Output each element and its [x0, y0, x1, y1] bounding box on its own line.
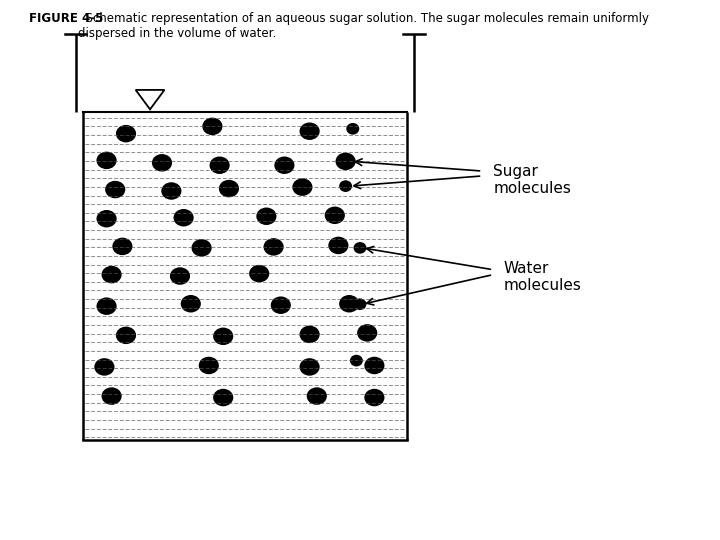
Text: ALWAYS LEARNING: ALWAYS LEARNING: [4, 507, 144, 519]
Ellipse shape: [364, 357, 384, 374]
Ellipse shape: [346, 123, 359, 134]
Text: Copyright © 2015 by Pearson Education, Inc.
All Rights Reserved: Copyright © 2015 by Pearson Education, I…: [418, 497, 599, 516]
Ellipse shape: [102, 266, 122, 284]
Text: Basic Environmental Technology, Sixth Edition
Jerry A. Nathanson | Richard A. Sc: Basic Environmental Technology, Sixth Ed…: [126, 497, 311, 516]
Ellipse shape: [339, 180, 352, 192]
Ellipse shape: [350, 355, 363, 367]
Ellipse shape: [112, 238, 132, 255]
Ellipse shape: [292, 178, 312, 196]
Ellipse shape: [202, 118, 222, 135]
Ellipse shape: [336, 153, 356, 170]
Ellipse shape: [170, 267, 190, 285]
Ellipse shape: [300, 358, 320, 376]
Ellipse shape: [96, 298, 117, 315]
Ellipse shape: [96, 152, 117, 169]
Ellipse shape: [213, 328, 233, 345]
Ellipse shape: [300, 123, 320, 140]
Ellipse shape: [192, 239, 212, 256]
Ellipse shape: [161, 183, 181, 200]
Ellipse shape: [354, 299, 366, 310]
Text: FIGURE 4-5: FIGURE 4-5: [29, 12, 103, 25]
Text: Sugar
molecules: Sugar molecules: [493, 164, 571, 196]
Ellipse shape: [210, 157, 230, 174]
Ellipse shape: [325, 206, 345, 224]
Text: PEARSON: PEARSON: [601, 503, 713, 523]
Ellipse shape: [328, 237, 348, 254]
Ellipse shape: [307, 387, 327, 405]
Ellipse shape: [199, 357, 219, 374]
Ellipse shape: [105, 181, 125, 198]
Ellipse shape: [102, 387, 122, 405]
Ellipse shape: [339, 295, 359, 313]
Ellipse shape: [300, 326, 320, 343]
Ellipse shape: [249, 265, 269, 282]
Ellipse shape: [364, 389, 384, 406]
Ellipse shape: [152, 154, 172, 172]
Ellipse shape: [219, 180, 239, 197]
Ellipse shape: [274, 157, 294, 174]
Ellipse shape: [264, 238, 284, 255]
Ellipse shape: [181, 295, 201, 313]
Ellipse shape: [116, 327, 136, 344]
Ellipse shape: [354, 242, 366, 254]
Ellipse shape: [96, 210, 117, 227]
Text: Schematic representation of an aqueous sugar solution. The sugar molecules remai: Schematic representation of an aqueous s…: [78, 12, 649, 40]
Ellipse shape: [271, 296, 291, 314]
Ellipse shape: [213, 389, 233, 406]
Text: Water
molecules: Water molecules: [504, 261, 582, 293]
Ellipse shape: [116, 125, 136, 143]
Ellipse shape: [256, 207, 276, 225]
Ellipse shape: [94, 358, 114, 376]
Ellipse shape: [174, 209, 194, 226]
Ellipse shape: [357, 324, 377, 342]
